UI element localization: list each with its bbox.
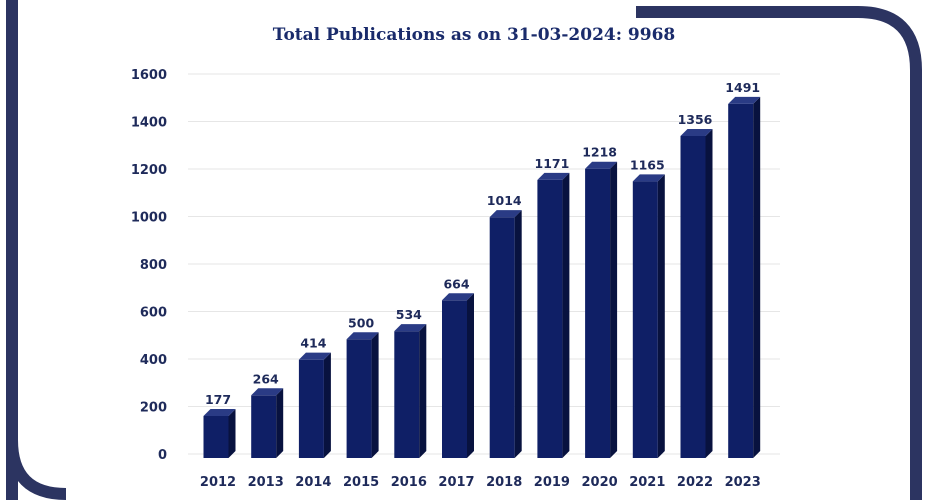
x-tick-label: 2020 [582, 475, 618, 490]
data-label: 1491 [725, 80, 760, 95]
data-label: 177 [205, 392, 231, 407]
bar [537, 172, 570, 458]
bar [251, 388, 284, 458]
bar [203, 408, 236, 458]
x-tick-label: 2013 [248, 475, 284, 490]
decorative-border [6, 0, 922, 500]
bar [632, 174, 665, 458]
data-label: 534 [396, 307, 422, 322]
y-tick-label: 200 [140, 401, 167, 416]
data-label: 264 [253, 371, 279, 386]
bar [728, 96, 761, 458]
y-tick-label: 800 [140, 258, 167, 273]
data-label: 1356 [678, 112, 713, 127]
x-tick-label: 2018 [486, 475, 522, 490]
x-tick-label: 2014 [295, 475, 331, 490]
decorative-border-corner [6, 439, 67, 500]
y-tick-label: 1400 [131, 116, 167, 131]
data-label: 1165 [630, 157, 665, 172]
y-axis: 0 200 400 600 800 1000 1200 1400 1600 [131, 68, 167, 463]
y-tick-label: 0 [158, 448, 167, 463]
x-tick-label: 2015 [343, 475, 379, 490]
gridlines [188, 73, 780, 455]
x-tick-label: 2023 [725, 475, 761, 490]
chart-title: Total Publications as on 31-03-2024: 996… [273, 25, 675, 45]
x-tick-label: 2021 [629, 475, 665, 490]
y-tick-label: 1000 [131, 211, 167, 226]
x-tick-label: 2012 [200, 475, 236, 490]
x-tick-label: 2019 [534, 475, 570, 490]
bar [585, 161, 618, 458]
data-label: 500 [348, 315, 374, 330]
bar [394, 324, 427, 458]
y-tick-label: 1600 [131, 68, 167, 83]
y-tick-label: 1200 [131, 163, 167, 178]
bar [442, 293, 474, 458]
y-tick-label: 400 [140, 353, 167, 368]
bar [346, 332, 379, 458]
data-label: 1218 [582, 145, 617, 160]
x-axis: 2012 2013 2014 2015 2016 2017 2018 2019 2020 2021… [200, 475, 761, 490]
data-label: 664 [443, 276, 469, 291]
data-label: 1014 [487, 193, 522, 208]
bars [203, 96, 761, 458]
y-tick-label: 600 [140, 306, 167, 321]
bar [298, 352, 331, 458]
x-tick-label: 2017 [438, 475, 474, 490]
data-label: 414 [300, 336, 326, 351]
x-tick-label: 2022 [677, 475, 713, 490]
bar [489, 210, 522, 458]
x-tick-label: 2016 [391, 475, 427, 490]
data-label: 1171 [535, 156, 570, 171]
bar [680, 128, 713, 458]
data-labels: 177 264 414 500 534 664 1014 1171 1218 1165 1356 14… [205, 80, 760, 407]
